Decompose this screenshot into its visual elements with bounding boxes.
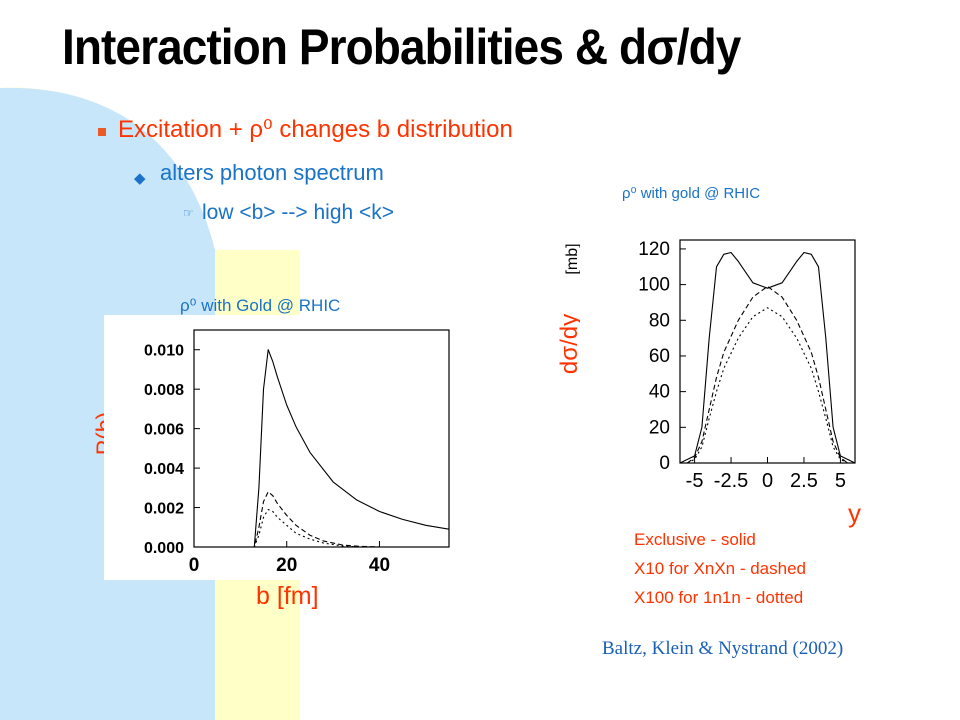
series-line-solid xyxy=(679,251,856,464)
series-line-solid xyxy=(194,349,450,548)
legend-dotted: X100 for 1n1n - dotted xyxy=(634,588,804,607)
x-tick-label: 2.5 xyxy=(790,470,818,492)
y-tick-label: 0.006 xyxy=(144,422,184,439)
y-tick-label: 60 xyxy=(649,346,670,367)
y-tick-label: 0.008 xyxy=(144,382,184,399)
right-chart-subtitle: ρ⁰ with gold @ RHIC xyxy=(622,185,761,202)
series-line-dotted xyxy=(687,307,848,464)
y-tick-label: 0.004 xyxy=(144,461,184,478)
series-line-dashed xyxy=(686,285,849,464)
y-tick-label: 0 xyxy=(659,453,670,474)
bullet-excitation: Excitation + ρ⁰ changes b distribution xyxy=(118,116,513,143)
y-tick-label: 120 xyxy=(638,239,670,260)
x-tick-label: 0 xyxy=(189,555,200,576)
bullet-square-icon xyxy=(98,128,106,136)
y-tick-label: 0.000 xyxy=(144,540,184,557)
y-tick-label: 100 xyxy=(638,275,670,296)
y-tick-label: 40 xyxy=(649,382,670,403)
bullet-pointing-hand-icon: ☞ xyxy=(183,206,194,220)
series-line-dashed xyxy=(194,491,380,548)
plot-frame xyxy=(193,329,450,548)
bullet-low-high: low <b> --> high <k> xyxy=(202,201,395,224)
chart-bg xyxy=(580,230,880,495)
x-tick-label: -5 xyxy=(686,470,704,492)
series-line-dotted xyxy=(194,508,361,548)
legend-dashed: X10 for XnXn - dashed xyxy=(634,559,807,578)
left-chart-xlabel: b [fm] xyxy=(256,582,319,610)
right-chart-xlabel: y xyxy=(848,498,861,528)
left-chart-subtitle: ρ⁰ with Gold @ RHIC xyxy=(180,296,341,315)
x-tick-label: -2.5 xyxy=(714,470,748,492)
left-chart: 0.000 0.002 0.004 0.006 0.008 0.010 0 20 40 xyxy=(104,315,454,580)
y-tick-label: 0.010 xyxy=(144,343,184,360)
bullet-photon-spectrum: alters photon spectrum xyxy=(160,160,384,185)
y-tick-label: 80 xyxy=(649,310,670,331)
x-tick-label: 40 xyxy=(369,555,390,576)
page-title: Interaction Probabilities & dσ/dy xyxy=(62,19,741,75)
x-tick-label: 5 xyxy=(835,470,846,492)
x-tick-label: 0 xyxy=(762,470,773,492)
legend-solid: Exclusive - solid xyxy=(634,530,756,549)
y-tick-label: 0.002 xyxy=(144,501,184,518)
chart-bg xyxy=(104,315,454,580)
bullet-diamond-icon: ◆ xyxy=(134,170,146,187)
y-tick-label: 20 xyxy=(649,417,670,438)
right-chart: 0 20 40 60 80 100 120 -5 -2.5 0 2.5 5 xyxy=(580,230,880,495)
x-tick-label: 20 xyxy=(276,555,297,576)
citation: Baltz, Klein & Nystrand (2002) xyxy=(602,638,844,659)
